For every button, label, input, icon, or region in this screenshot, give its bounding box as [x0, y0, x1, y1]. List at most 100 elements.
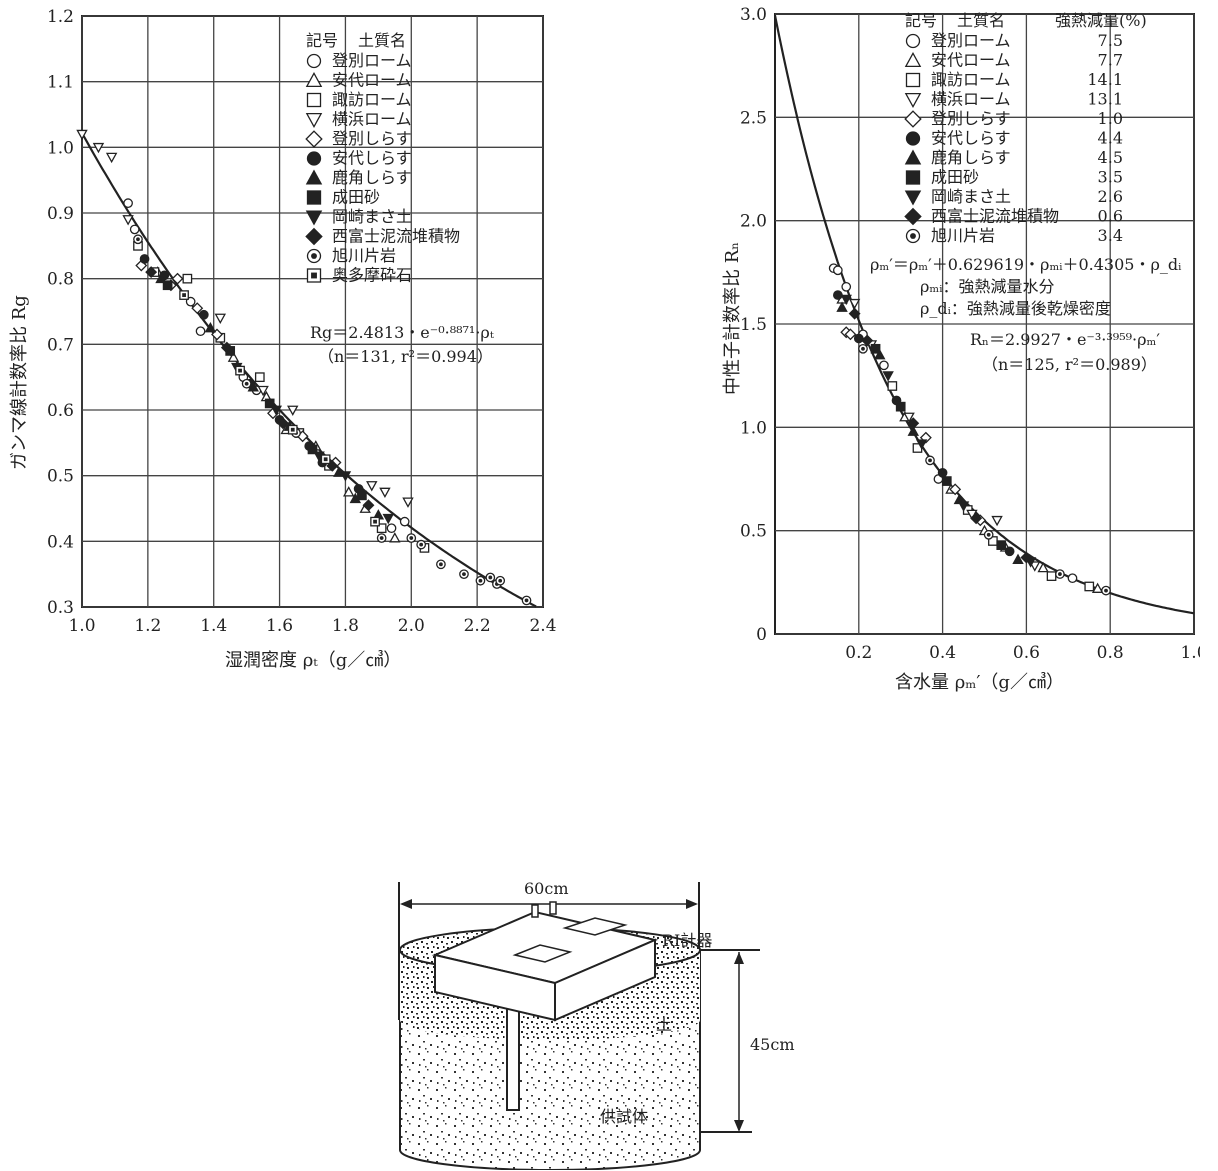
n-y-tick-label: 2.0 [740, 212, 767, 232]
n-legend-value: 13.1 [1087, 90, 1123, 109]
g-y-tick-label: 0.3 [47, 598, 74, 618]
n-legend-value: 1.0 [1098, 109, 1123, 128]
n-legend-marker-filled-down-triangle [904, 190, 922, 206]
n-point-filled-down-triangle [957, 501, 970, 512]
g-point-open-square [182, 273, 193, 284]
n-point-filled-diamond [848, 307, 861, 320]
g-legend-label: 登別しらす [332, 129, 412, 148]
g-legend-marker-filled-square [306, 190, 322, 205]
neutron-chart: 0.2 0.4 0.6 0.8 1.0 0 0.5 1.0 1.5 2.0 2.5 3.0 記号 土質名… [722, 5, 1200, 693]
n-x-tick-label: 1.0 [1180, 643, 1200, 663]
g-point-filled-down-triangle [382, 513, 394, 525]
g-point-open-triangle [343, 486, 355, 497]
g-point-filled-square [307, 444, 318, 455]
neutron-tick-labels: 0.2 0.4 0.6 0.8 1.0 0 0.5 1.0 1.5 2.0 2.5 3.0 [740, 5, 1200, 663]
n-point-open-diamond [919, 431, 932, 444]
g-legend-marker-filled-diamond [305, 227, 323, 246]
g-x-tick-label: 2.2 [464, 616, 491, 636]
n-point-open-square [887, 381, 898, 391]
g-point-filled-diamond [326, 459, 339, 472]
device-label: RI計器 [662, 931, 712, 950]
n-legend-label: 横浜ローム [931, 90, 1011, 109]
g-point-bullseye [241, 378, 252, 389]
g-point-open-down-triangle [366, 481, 378, 492]
g-point-open-triangle [389, 532, 401, 543]
gamma-fit-curve [81, 132, 537, 608]
g-legend-label: 登別ローム [332, 51, 412, 70]
n-point-open-circle [841, 281, 852, 292]
g-x-tick-label: 2.4 [529, 616, 556, 636]
g-y-tick-label: 0.6 [47, 401, 74, 421]
g-y-tick-label: 0.8 [47, 270, 74, 290]
n-legend-marker-open-square [905, 72, 921, 88]
g-point-filled-square [162, 280, 173, 291]
n-point-filled-down-triangle [840, 294, 852, 306]
g-point-open-circle [386, 523, 397, 534]
n-legend-value: 7.5 [1098, 31, 1123, 50]
g-y-tick-label: 0.4 [47, 532, 74, 552]
n-legend-value: 7.7 [1098, 51, 1123, 70]
n-legend-label: 鹿角しらす [931, 148, 1011, 167]
neutron-legend: 記号 土質名 強熱減量(%) 登別ローム 7.5 安代ローム 7.7 諏訪ローム 14.1 横浜ロ… [904, 11, 1147, 245]
n-legend-marker-filled-diamond [904, 207, 922, 226]
g-point-open-triangle [227, 351, 240, 362]
g-legend-label: 諏訪ローム [332, 90, 412, 109]
n-x-tick-label: 0.6 [1013, 643, 1040, 663]
gamma-tick-labels: 1.0 1.2 1.4 1.6 1.8 2.0 2.2 2.4 0.3 0.4 0.5 0.6 0.7 0… [47, 7, 557, 636]
n-point-filled-triangle [1012, 553, 1024, 565]
n-point-filled-circle [937, 467, 948, 478]
n-point-open-down-triangle [848, 298, 861, 310]
n-point-filled-triangle [874, 349, 886, 360]
width-arrow-right [686, 899, 698, 909]
g-point-filled-diamond [220, 341, 233, 354]
neutron-x-axis-title: 含水量 ρₘ′（g／㎤） [895, 672, 1064, 693]
g-legend-marker-filled-triangle [305, 169, 323, 185]
g-point-bullseye [376, 533, 387, 543]
g-point-boxed-dot [370, 516, 380, 527]
n-point-bullseye [1101, 585, 1111, 596]
gamma-grid [81, 15, 544, 608]
g-legend-label: 横浜ローム [332, 110, 412, 129]
g-point-filled-down-triangle [339, 471, 352, 482]
gamma-data-points [76, 129, 532, 606]
n-point-bullseye [983, 529, 994, 540]
neutron-formula: ρₘ′＝ρₘ′＋0.629619・ρₘᵢ＋0.4305・ρ_dᵢ [870, 255, 1181, 274]
g-legend-header-name: 土質名 [358, 31, 406, 50]
n-legend-marker-open-down-triangle [904, 93, 922, 108]
g-legend-header-symbol: 記号 [306, 31, 338, 50]
g-y-tick-label: 1.2 [47, 7, 74, 27]
n-legend-value: 4.5 [1098, 148, 1123, 167]
gamma-y-axis-title: ガンマ線計数率比 Rg [9, 295, 30, 470]
gamma-equation: Rg＝2.4813・e⁻⁰·⁸⁸⁷¹·ρₜ [310, 323, 494, 342]
n-point-filled-diamond [970, 512, 983, 525]
g-point-open-down-triangle [257, 385, 269, 397]
g-point-open-down-triangle [402, 497, 414, 508]
n-point-filled-square [941, 476, 952, 486]
n-legend-marker-filled-triangle [904, 149, 922, 165]
ri-gauge-panel [562, 917, 628, 936]
n-x-tick-label: 0.2 [845, 643, 872, 663]
g-point-bullseye [521, 595, 532, 606]
n-point-open-triangle [1037, 561, 1049, 573]
g-legend-marker-open-triangle [305, 72, 323, 87]
g-legend-label: 安代しらす [332, 149, 412, 168]
g-x-tick-label: 1.6 [266, 616, 293, 636]
n-legend-marker-open-triangle [904, 52, 922, 67]
n-legend-value: 2.6 [1098, 187, 1123, 206]
g-point-bullseye [436, 559, 446, 570]
n-legend-header-name: 土質名 [957, 11, 1005, 30]
g-point-open-circle [399, 516, 410, 527]
g-regression-curve [81, 132, 537, 608]
g-legend-label: 奥多摩砕石 [332, 266, 412, 285]
neutron-equation: Rₙ＝2.9927・e⁻³·³⁹⁵⁹·ρₘ′ [970, 330, 1160, 349]
n-point-filled-circle [853, 333, 864, 344]
g-y-tick-label: 0.7 [47, 335, 74, 355]
g-point-open-circle [195, 326, 206, 337]
g-point-filled-triangle [247, 381, 259, 392]
g-point-filled-diamond [362, 499, 375, 512]
g-x-tick-label: 1.4 [200, 616, 227, 636]
n-point-filled-triangle [907, 425, 919, 436]
g-y-tick-label: 0.5 [47, 467, 74, 487]
n-legend-label: 登別しらす [931, 109, 1011, 128]
specimen-label: 供試体 [600, 1107, 648, 1126]
